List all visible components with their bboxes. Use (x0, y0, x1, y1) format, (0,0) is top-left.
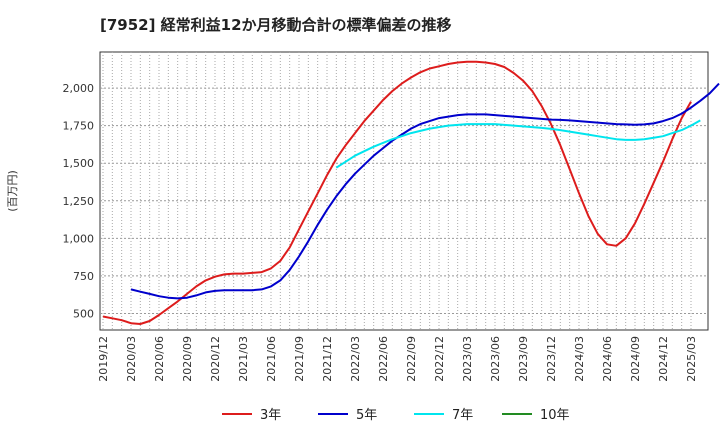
x-axis: 2019/12 2020/03 2020/06 2020/09 2020/12 2021/… (97, 336, 698, 382)
legend: 3年 5年 7年 10年 (222, 408, 570, 423)
x-tick-label: 2020/09 (181, 336, 194, 382)
series-line-7年 (335, 119, 701, 169)
x-tick-label: 2021/09 (293, 336, 306, 382)
x-tick-label: 2022/12 (433, 336, 446, 382)
legend-label: 7年 (452, 408, 473, 423)
x-tick-label: 2024/09 (629, 336, 642, 382)
y-axis: 500 750 1,000 1,250 1,500 1,750 2,000 (63, 82, 95, 320)
x-tick-label: 2021/06 (265, 336, 278, 382)
y-tick-label: 2,000 (63, 82, 95, 95)
legend-label: 10年 (540, 408, 570, 423)
x-tick-label: 2023/09 (517, 336, 530, 382)
x-tick-label: 2024/03 (573, 336, 586, 382)
x-tick-label: 2019/12 (97, 336, 110, 382)
series-layer (102, 60, 720, 325)
x-tick-label: 2021/12 (321, 336, 334, 382)
y-tick-label: 1,250 (63, 195, 95, 208)
series-line-3年 (102, 60, 692, 325)
legend-label: 3年 (260, 408, 281, 423)
y-tick-label: 1,000 (63, 232, 95, 245)
y-tick-label: 1,500 (63, 157, 95, 170)
x-tick-label: 2023/12 (545, 336, 558, 382)
x-tick-label: 2020/12 (209, 336, 222, 382)
x-tick-label: 2023/03 (461, 336, 474, 382)
x-tick-label: 2023/06 (489, 336, 502, 382)
y-tick-label: 500 (73, 307, 94, 320)
x-tick-label: 2024/12 (657, 336, 670, 382)
y-tick-label: 1,750 (63, 120, 95, 133)
legend-label: 5年 (356, 408, 377, 423)
x-tick-label: 2020/06 (153, 336, 166, 382)
chart-title: [7952] 経常利益12か月移動合計の標準偏差の推移 (100, 16, 452, 34)
x-tick-label: 2021/03 (237, 336, 250, 382)
x-tick-label: 2022/03 (349, 336, 362, 382)
x-tick-label: 2022/09 (405, 336, 418, 382)
y-axis-label: (百万円) (6, 170, 19, 212)
x-tick-label: 2024/06 (601, 336, 614, 382)
grid-layer (100, 52, 708, 330)
x-tick-label: 2025/03 (685, 336, 698, 382)
x-tick-label: 2022/06 (377, 336, 390, 382)
series-line-5年 (130, 82, 720, 300)
x-tick-label: 2020/03 (125, 336, 138, 382)
y-tick-label: 750 (73, 270, 94, 283)
